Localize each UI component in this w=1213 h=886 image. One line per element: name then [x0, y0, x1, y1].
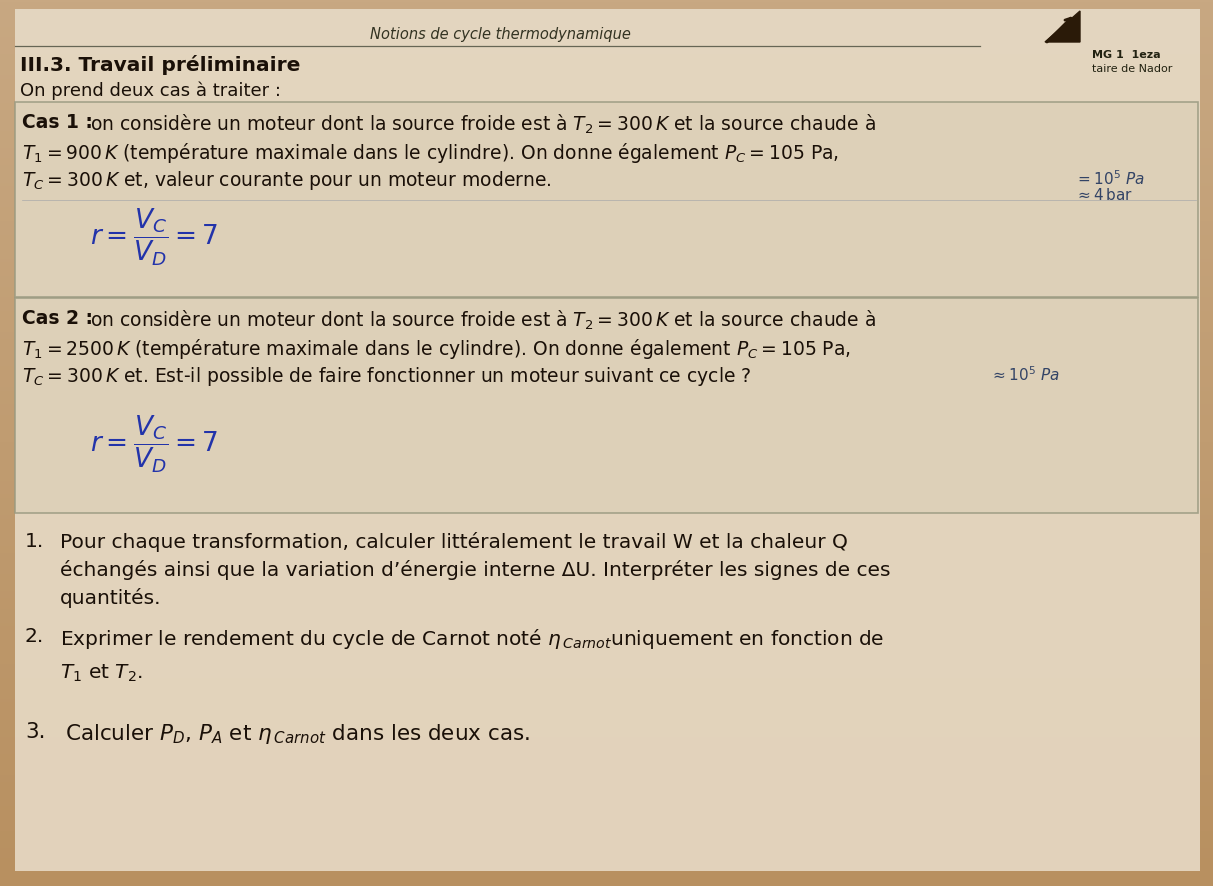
Text: $T_1 = 900\,K$ (température maximale dans le cylindre). On donne également $P_C : $T_1 = 900\,K$ (température maximale dan…: [22, 141, 839, 165]
Text: $T_C = 300\,K$ et, valeur courante pour un moteur moderne.: $T_C = 300\,K$ et, valeur courante pour …: [22, 169, 552, 191]
Text: Cas 1 :: Cas 1 :: [22, 113, 93, 132]
Text: Notions de cycle thermodynamique: Notions de cycle thermodynamique: [370, 27, 631, 42]
Text: Calculer $P_D$, $P_A$ et $\eta_{\,Carnot}$ dans les deux cas.: Calculer $P_D$, $P_A$ et $\eta_{\,Carnot…: [66, 721, 530, 745]
Text: $r = \dfrac{V_C}{V_D} = 7$: $r = \dfrac{V_C}{V_D} = 7$: [90, 414, 218, 475]
Text: 1.: 1.: [25, 532, 44, 550]
Text: taire de Nador: taire de Nador: [1092, 64, 1173, 74]
FancyBboxPatch shape: [15, 103, 1198, 298]
FancyBboxPatch shape: [15, 299, 1198, 513]
Text: on considère un moteur dont la source froide est à $T_2 = 300\,K$ et la source c: on considère un moteur dont la source fr…: [90, 308, 876, 332]
Text: on considère un moteur dont la source froide est à $T_2 = 300\,K$ et la source c: on considère un moteur dont la source fr…: [90, 113, 876, 136]
Text: $T_C = 300\,K$ et. Est-il possible de faire fonctionner un moteur suivant ce cyc: $T_C = 300\,K$ et. Est-il possible de fa…: [22, 364, 752, 387]
Text: $T_1$ et $T_2$.: $T_1$ et $T_2$.: [59, 662, 143, 683]
Text: 3.: 3.: [25, 721, 46, 742]
Text: $\approx 4\,\mathrm{bar}$: $\approx 4\,\mathrm{bar}$: [1075, 187, 1133, 203]
Text: $T_1 = 2500\,K$ (température maximale dans le cylindre). On donne également $P_C: $T_1 = 2500\,K$ (température maximale da…: [22, 337, 850, 361]
Polygon shape: [1046, 12, 1080, 43]
Text: On prend deux cas à traiter :: On prend deux cas à traiter :: [19, 82, 281, 100]
Text: quantités.: quantités.: [59, 587, 161, 607]
Text: échangés ainsi que la variation d’énergie interne ΔU. Interpréter les signes de : échangés ainsi que la variation d’énergi…: [59, 559, 890, 579]
Text: Exprimer le rendement du cycle de Carnot noté $\eta_{\,Carnot}$uniquement en fon: Exprimer le rendement du cycle de Carnot…: [59, 626, 884, 650]
Text: Pour chaque transformation, calculer littéralement le travail W et la chaleur Q: Pour chaque transformation, calculer lit…: [59, 532, 848, 551]
Text: 2.: 2.: [25, 626, 44, 645]
Text: MG 1  1eza: MG 1 1eza: [1092, 50, 1161, 60]
Text: III.3. Travail préliminaire: III.3. Travail préliminaire: [19, 55, 301, 75]
Text: $\approx 10^5$ Pa: $\approx 10^5$ Pa: [990, 364, 1060, 384]
Text: $= 10^5$ Pa: $= 10^5$ Pa: [1075, 169, 1145, 188]
Text: $r = \dfrac{V_C}{V_D} = 7$: $r = \dfrac{V_C}{V_D} = 7$: [90, 206, 218, 268]
FancyBboxPatch shape: [15, 10, 1200, 871]
Text: Cas 2 :: Cas 2 :: [22, 308, 93, 328]
